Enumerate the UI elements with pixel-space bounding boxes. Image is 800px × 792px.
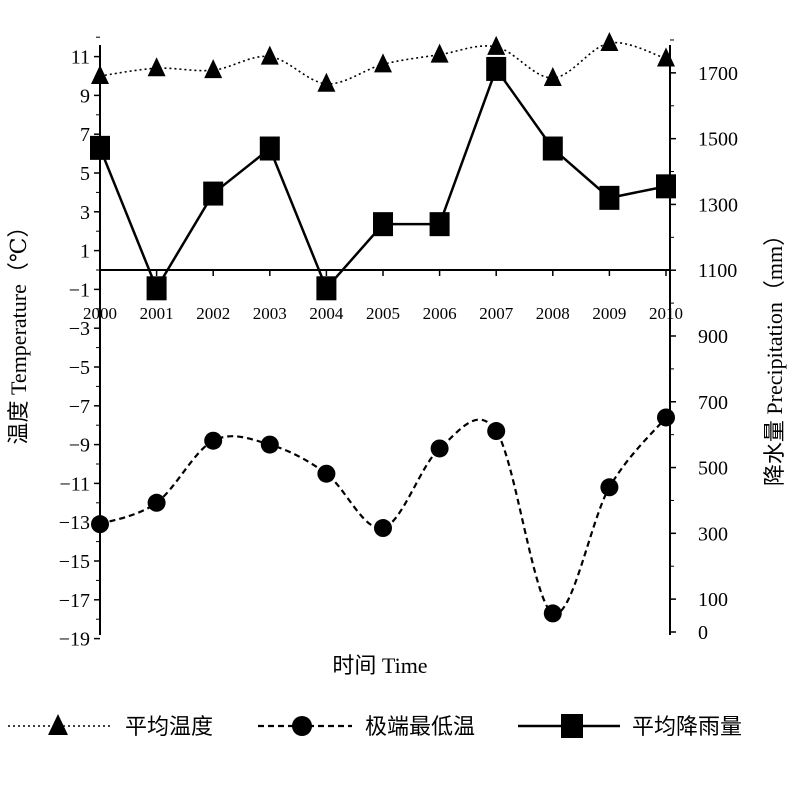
x-tick-label: 2005 [366,304,400,323]
square-point [316,276,337,301]
x-tick-label: 2004 [309,304,344,323]
axes: 11 9 7 5 3 1 −1 −3 −5 −7 −9 −11 −13 −15 −17 −19 1700 1500… [59,36,738,651]
left-tick-label: −7 [69,396,90,418]
square-point [429,212,450,237]
legend-square-marker [561,714,583,738]
legend: 平均温度 极端最低温 平均降雨量 [8,714,742,740]
x-tick-label: 2008 [536,304,570,323]
triangle-point [430,43,449,63]
square-point [259,136,280,161]
x-tick-label: 2010 [649,304,683,323]
series-line [99,416,667,615]
square-point [373,212,393,237]
right-tick-label: 500 [698,458,728,480]
triangle-point [204,59,223,79]
square-point [656,174,676,199]
series-circle [91,408,675,623]
left-tick-label: −3 [69,318,90,340]
triangle-point [374,53,392,73]
circle-point [91,515,109,534]
triangle-point [657,47,675,67]
y-axis-title: 温度 Temperature（℃） [6,216,31,445]
triangle-point [317,72,336,92]
legend-item: 平均降雨量 [518,714,742,740]
circle-point [430,439,449,458]
series-layer [90,32,676,623]
triangle-point [147,57,166,77]
triangle-point [487,35,506,55]
circle-point [543,604,562,623]
x-tick-label: 2009 [592,304,626,323]
x-tick-label: 2001 [140,304,174,323]
circle-point [374,519,392,538]
right-tick-label: 100 [698,589,728,611]
right-tick-label: 900 [698,326,728,348]
circle-point [657,408,675,427]
y2-axis-title: 降水量 Precipitation（mm） [762,224,787,486]
square-point [146,276,167,301]
left-tick-label: 3 [80,202,90,224]
left-tick-label: 5 [80,163,90,185]
x-tick-label: 2002 [196,304,230,323]
square-point [542,136,563,161]
left-tick-label: −17 [59,590,90,612]
triangle-point [260,45,279,65]
right-tick-label: 1700 [698,63,738,85]
square-point [203,181,224,206]
right-tick-label: 0 [698,622,708,644]
circle-point [600,478,619,497]
left-tick-label: 9 [80,85,90,107]
left-tick-label: −19 [59,629,90,651]
left-tick-label: 11 [71,47,90,69]
legend-label: 极端最低温 [365,715,475,740]
legend-label: 平均降雨量 [632,715,742,740]
left-tick-label: 7 [80,124,90,146]
right-tick-label: 1300 [698,194,738,216]
square-point [90,135,110,160]
series-line [98,66,667,292]
x-tick-label: 2000 [83,304,117,323]
square-point [599,185,620,210]
legend-item: 极端最低温 [258,715,475,740]
series-triangle [91,32,675,92]
circle-point [487,422,506,441]
right-tick-label: 1500 [698,129,738,151]
x-tick-label: 2007 [479,304,514,323]
x-tick-label: 2003 [253,304,287,323]
right-tick-label: 700 [698,392,728,414]
left-tick-label: −13 [59,512,90,534]
series-square [90,56,676,301]
circle-point [260,435,279,454]
triangle-point [600,32,619,52]
left-tick-label: −5 [69,357,90,379]
right-tick-label: 1100 [698,260,737,282]
legend-label: 平均温度 [125,715,213,740]
left-tick-label: −11 [59,473,90,495]
left-tick-label: 1 [80,241,90,263]
left-tick-label: −15 [59,551,90,573]
circle-point [204,431,223,450]
legend-item: 平均温度 [8,714,213,740]
square-point [486,56,507,81]
right-tick-label: 300 [698,523,728,545]
legend-circle-marker [292,716,312,736]
circle-point [147,493,166,512]
x-tick-label: 2006 [423,304,457,323]
triangle-point [91,65,109,84]
left-tick-label: −9 [69,435,90,457]
legend-triangle-marker [48,714,68,735]
left-tick-label: −1 [69,279,90,301]
circle-point [317,464,336,483]
x-axis-title: 时间 Time [332,653,427,678]
triangle-point [543,66,562,86]
